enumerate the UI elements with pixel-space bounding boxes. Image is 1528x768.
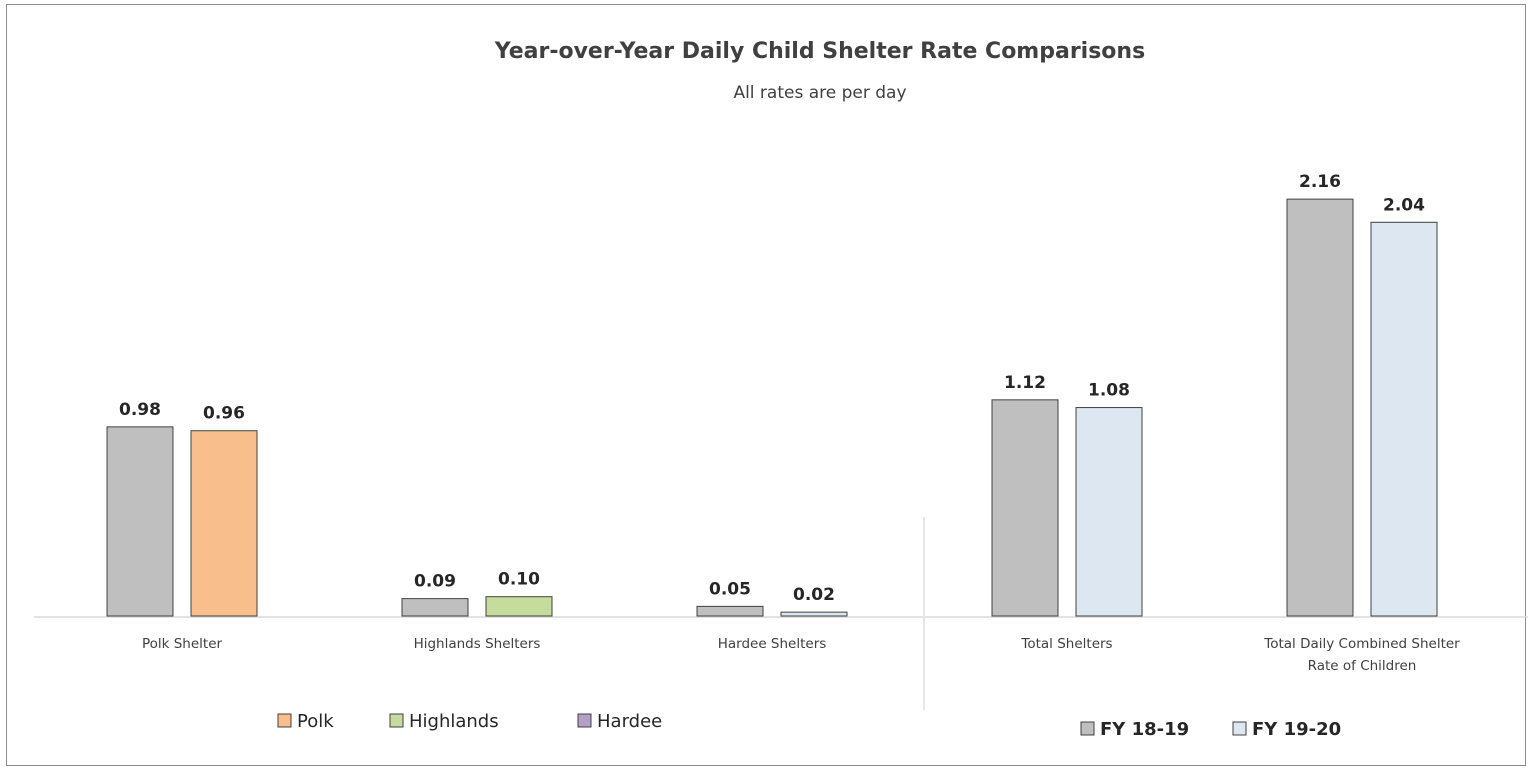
bar-series2-cat1 xyxy=(190,430,258,617)
category-label-5-line2: Rate of Children xyxy=(1308,658,1417,674)
bar-series1-cat2 xyxy=(401,598,469,617)
legend-label-hardee: Hardee xyxy=(597,711,662,732)
bar-series2-cat4 xyxy=(1075,407,1143,617)
category-label-5-line1: Total Daily Combined Shelter xyxy=(1263,636,1460,652)
chart-frame xyxy=(6,4,1526,766)
bar-series2-cat2 xyxy=(485,596,553,617)
legends-layer: Polk Highlands Hardee FY 18-19 FY 19-20 xyxy=(277,711,1341,740)
value-label-series2-cat2: 0.10 xyxy=(498,570,540,590)
value-label-series1-cat1: 0.98 xyxy=(119,400,161,420)
value-label-series1-cat4: 1.12 xyxy=(1004,373,1046,393)
legend-swatch-polk xyxy=(277,713,292,728)
bar-series1-cat1 xyxy=(106,426,174,617)
legend-label-fy-18-19: FY 18-19 xyxy=(1100,719,1189,740)
legend-label-fy-19-20: FY 19-20 xyxy=(1252,719,1341,740)
value-label-series1-cat3: 0.05 xyxy=(709,579,751,599)
bar-series2-cat3 xyxy=(780,611,848,617)
legend-swatch-hardee xyxy=(577,713,592,728)
category-label-4: Total Shelters xyxy=(1020,636,1112,652)
chart-subtitle: All rates are per day xyxy=(733,83,906,103)
bar-series1-cat5 xyxy=(1286,198,1354,617)
legend-label-polk: Polk xyxy=(297,711,334,732)
legend-swatch-fy-18-19 xyxy=(1080,721,1095,736)
chart-title: Year-over-Year Daily Child Shelter Rate … xyxy=(494,39,1145,64)
value-label-series2-cat3: 0.02 xyxy=(793,585,835,605)
bar-series1-cat3 xyxy=(696,605,764,617)
category-labels-layer: Polk Shelter Highlands Shelters Hardee She… xyxy=(142,636,1460,674)
legend-swatch-highlands xyxy=(389,713,404,728)
value-labels-layer: 0.98 0.09 0.05 1.12 2.16 0.96 0.10 0.02 1.08 2.04 xyxy=(119,172,1425,605)
value-label-series2-cat4: 1.08 xyxy=(1088,381,1130,401)
legend-swatch-fy-19-20 xyxy=(1232,721,1247,736)
legend-label-highlands: Highlands xyxy=(409,711,499,732)
value-label-series2-cat1: 0.96 xyxy=(203,404,245,424)
value-label-series2-cat5: 2.04 xyxy=(1383,195,1425,215)
value-label-series1-cat5: 2.16 xyxy=(1299,172,1341,192)
bar-series1-cat4 xyxy=(991,399,1059,617)
category-label-3: Hardee Shelters xyxy=(718,636,827,652)
value-label-series1-cat2: 0.09 xyxy=(414,572,456,592)
bars-layer xyxy=(106,198,1438,617)
category-label-1: Polk Shelter xyxy=(142,636,223,652)
category-label-2: Highlands Shelters xyxy=(414,636,541,652)
bar-series2-cat5 xyxy=(1370,221,1438,617)
